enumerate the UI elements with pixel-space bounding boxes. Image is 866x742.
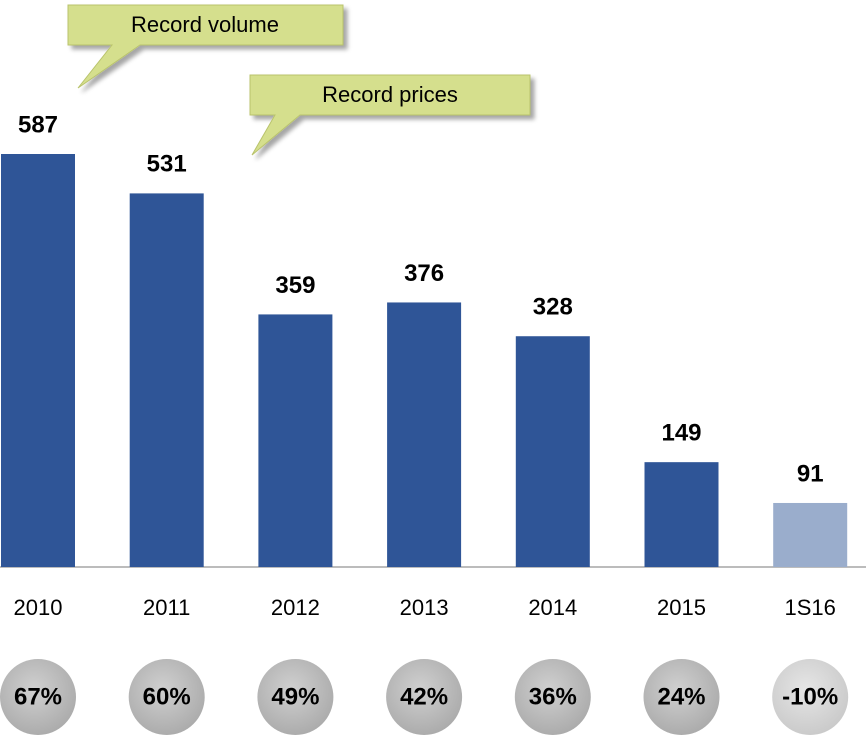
badge (0, 659, 76, 735)
badge-label: 24% (657, 683, 705, 710)
badge (772, 659, 849, 735)
x-tick-label: 2011 (143, 595, 190, 620)
value-label: 328 (533, 294, 573, 321)
callout-shape (67, 4, 344, 89)
callout-prices (249, 74, 531, 156)
bar (387, 302, 462, 567)
value-label: 587 (18, 111, 58, 138)
bar (1, 154, 75, 567)
badge (386, 659, 463, 735)
badge-label: 60% (143, 683, 191, 710)
badge-label: 49% (271, 683, 319, 710)
x-tick-label: 2014 (528, 595, 577, 620)
x-tick-label: 2010 (14, 595, 63, 620)
x-tick-label: 1S16 (785, 595, 836, 620)
badge (643, 659, 720, 735)
value-label: 531 (147, 151, 187, 178)
bar (515, 336, 590, 567)
badge-label: 42% (400, 683, 448, 710)
badge-label: 36% (529, 683, 577, 710)
value-label: 91 (797, 460, 824, 487)
badge (128, 659, 205, 735)
value-label: 359 (275, 272, 315, 299)
badge (257, 659, 334, 735)
badge-label: 67% (14, 683, 62, 710)
callout-volume (67, 4, 344, 89)
badge (514, 659, 591, 735)
callout-shape (249, 74, 531, 156)
badge-label: -10% (782, 683, 838, 710)
bar (258, 314, 333, 567)
value-label: 376 (404, 260, 444, 287)
annotation: Record prices (322, 82, 458, 107)
bar (644, 462, 719, 567)
annotation: Record volume (131, 12, 279, 37)
bar (773, 502, 848, 567)
x-tick-label: 2012 (271, 595, 320, 620)
bar (129, 193, 204, 568)
value-label: 149 (661, 420, 701, 447)
x-tick-label: 2013 (400, 595, 449, 620)
x-tick-label: 2015 (657, 595, 706, 620)
